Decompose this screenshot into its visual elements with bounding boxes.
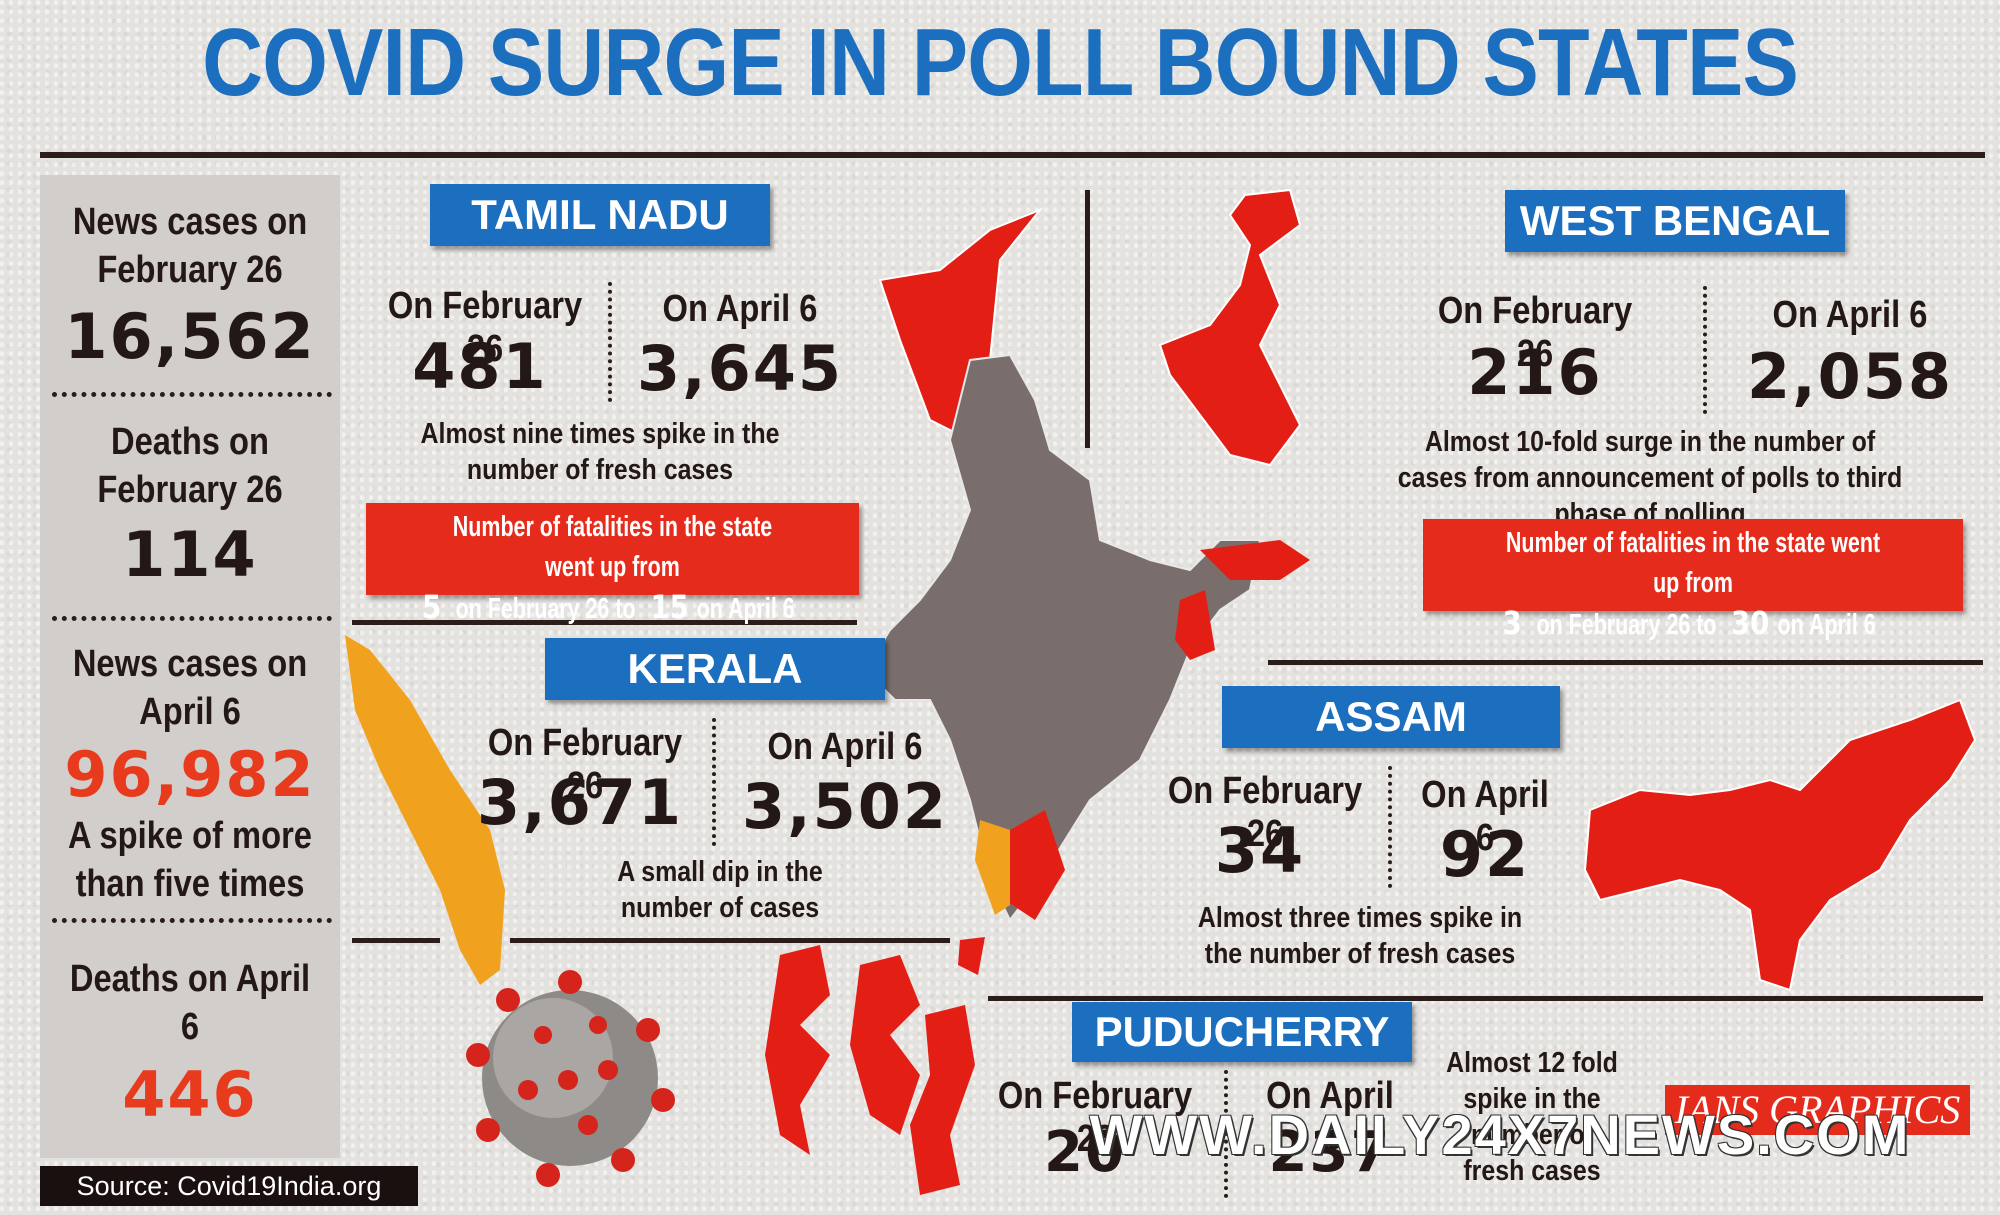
tn-apr-label: On April 6 [662, 288, 818, 330]
divider [52, 616, 332, 621]
wb-fatal-to: 30 [1731, 604, 1770, 642]
divider-rule [988, 996, 1983, 1001]
tn-feb-label: On February 26 [387, 285, 583, 370]
tn-feb-value: 481 [412, 330, 548, 403]
deaths-feb-value: 114 [122, 518, 258, 591]
cases-feb-label: News cases on February 26 [72, 201, 308, 291]
kerala-note: A small dip in the number of cases [617, 856, 823, 924]
wb-fatal-prefix: Number of fatalities in the state went u… [1505, 527, 1881, 599]
puducherry-note: Almost 12 fold spike in the number of fr… [1446, 1047, 1618, 1187]
puducherry-feb-label: On February 26 [997, 1075, 1193, 1160]
dotted-separator [1224, 1070, 1228, 1198]
divider-rule [510, 938, 950, 943]
tamil-nadu-heading: TAMIL NADU [430, 184, 770, 246]
divider [52, 392, 332, 397]
kerala-map [345, 635, 505, 985]
spike-note: A spike of more than five times [68, 815, 312, 905]
puducherry-apr-value: 237 [1268, 1120, 1392, 1185]
assam-on-map [1200, 540, 1310, 580]
dotted-separator [608, 282, 612, 402]
kerala-feb-value: 3,671 [476, 766, 684, 839]
title-rule [40, 152, 1985, 158]
west-bengal-heading: WEST BENGAL [1505, 190, 1845, 252]
summary-sidebar [40, 175, 340, 1158]
tn-fatal-from: 5 [422, 588, 442, 626]
tn-fatal-suffix: on April 6 [696, 593, 795, 625]
deaths-feb-label: Deaths on February 26 [97, 421, 283, 511]
dotted-separator [712, 718, 716, 846]
kerala-apr-label: On April 6 [767, 726, 923, 768]
assam-note: Almost three times spike in the number o… [1197, 902, 1523, 970]
wb-apr-value: 2,058 [1746, 340, 1954, 413]
cases-apr-label: News cases on April 6 [72, 643, 308, 733]
cases-feb-value: 16,562 [64, 300, 316, 373]
wb-feb-label: On February 26 [1437, 290, 1633, 375]
wb-note: Almost 10-fold surge in the number of ca… [1397, 426, 1903, 530]
cases-apr-value: 96,982 [64, 738, 316, 811]
tn-note: Almost nine times spike in the number of… [420, 418, 780, 486]
west-bengal-on-map [1175, 590, 1215, 660]
deaths-apr-value: 446 [122, 1058, 258, 1131]
dotted-separator [1388, 766, 1392, 888]
divider-rule [1268, 660, 1983, 665]
tamil-nadu-on-map [1005, 810, 1065, 920]
puducherry-feb-value: 20 [1044, 1120, 1126, 1185]
tn-fatal-prefix: Number of fatalities in the state went u… [452, 511, 773, 583]
kerala-heading: KERALA [545, 638, 885, 700]
divider [52, 918, 332, 923]
assam-apr-value: 92 [1439, 818, 1531, 891]
deaths-apr-label: Deaths on April 6 [69, 958, 311, 1048]
puducherry-map [765, 937, 985, 1195]
page-title: COVID SURGE IN POLL BOUND STATES [202, 9, 1799, 116]
puducherry-heading: PUDUCHERRY [1072, 1002, 1412, 1062]
source-note: Source: Covid19India.org [40, 1166, 418, 1206]
wb-fatal-suffix: on April 6 [1777, 609, 1876, 641]
ians-graphics-credit: IANS GRAPHICS [1665, 1085, 1970, 1135]
india-map [863, 207, 1310, 922]
assam-feb-value: 34 [1214, 814, 1306, 887]
assam-map [1583, 698, 1977, 992]
india-outline [863, 353, 1262, 922]
wb-apr-label: On April 6 [1772, 294, 1928, 336]
kerala-on-map [975, 820, 1010, 915]
puducherry-apr-label: On April 6 [1266, 1075, 1394, 1160]
wb-fatal-mid: on February 26 to [1536, 609, 1717, 641]
divider-rule [352, 620, 857, 625]
coronavirus-illustration [466, 970, 675, 1187]
kerala-feb-label: On February 26 [487, 722, 683, 807]
wb-fatalities-box: Number of fatalities in the state went u… [1423, 519, 1963, 642]
dotted-separator [1703, 286, 1707, 414]
divider-rule [1085, 190, 1090, 448]
tn-fatalities-box: Number of fatalities in the state went u… [366, 503, 859, 626]
kerala-apr-value: 3,502 [741, 770, 949, 843]
watermark: WWW.DAILY24X7NEWS.COM [1089, 1103, 1911, 1166]
tn-fatal-to: 15 [650, 588, 689, 626]
wb-feb-value: 216 [1467, 336, 1603, 409]
wb-fatal-from: 3 [1502, 604, 1522, 642]
tn-apr-value: 3,645 [636, 332, 844, 405]
assam-apr-label: On April 6 [1421, 774, 1549, 859]
assam-heading: ASSAM [1222, 686, 1560, 748]
west-bengal-map [1158, 188, 1302, 467]
divider-rule [352, 938, 440, 943]
assam-feb-label: On February 26 [1167, 770, 1363, 855]
tn-fatal-mid: on February 26 to [455, 593, 636, 625]
